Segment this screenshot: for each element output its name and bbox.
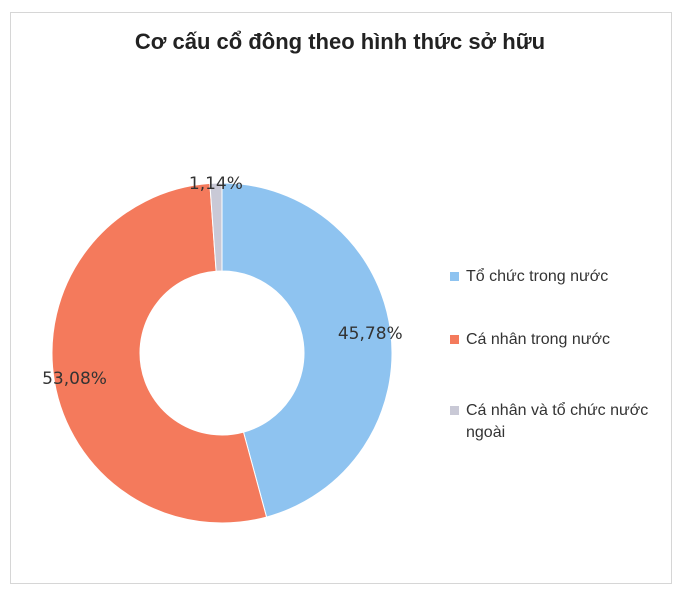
slice-domestic-individual (51, 182, 268, 524)
slice-domestic-org (221, 182, 393, 518)
legend-label: Cá nhân trong nước (466, 331, 610, 348)
data-label-domestic-org: 45,78% (338, 324, 403, 344)
legend-label: Cá nhân và tổ chức nước ngoài (466, 402, 649, 441)
legend-item-domestic-org: Tổ chức trong nước (450, 266, 666, 288)
legend-swatch-domestic-individual (450, 335, 459, 344)
chart-title: Cơ cấu cổ đông theo hình thức sở hữu (134, 29, 546, 54)
legend-item-domestic-individual: Cá nhân trong nước (450, 329, 666, 351)
slice-foreign (209, 182, 223, 272)
legend-item-foreign: Cá nhân và tổ chức nước ngoài (450, 400, 666, 444)
data-label-domestic-individual: 53,08% (42, 369, 107, 389)
data-label-foreign: 1,14% (189, 174, 243, 194)
legend-swatch-domestic-org (450, 272, 459, 281)
legend-label: Tổ chức trong nước (466, 268, 609, 285)
legend-swatch-foreign (450, 406, 459, 415)
